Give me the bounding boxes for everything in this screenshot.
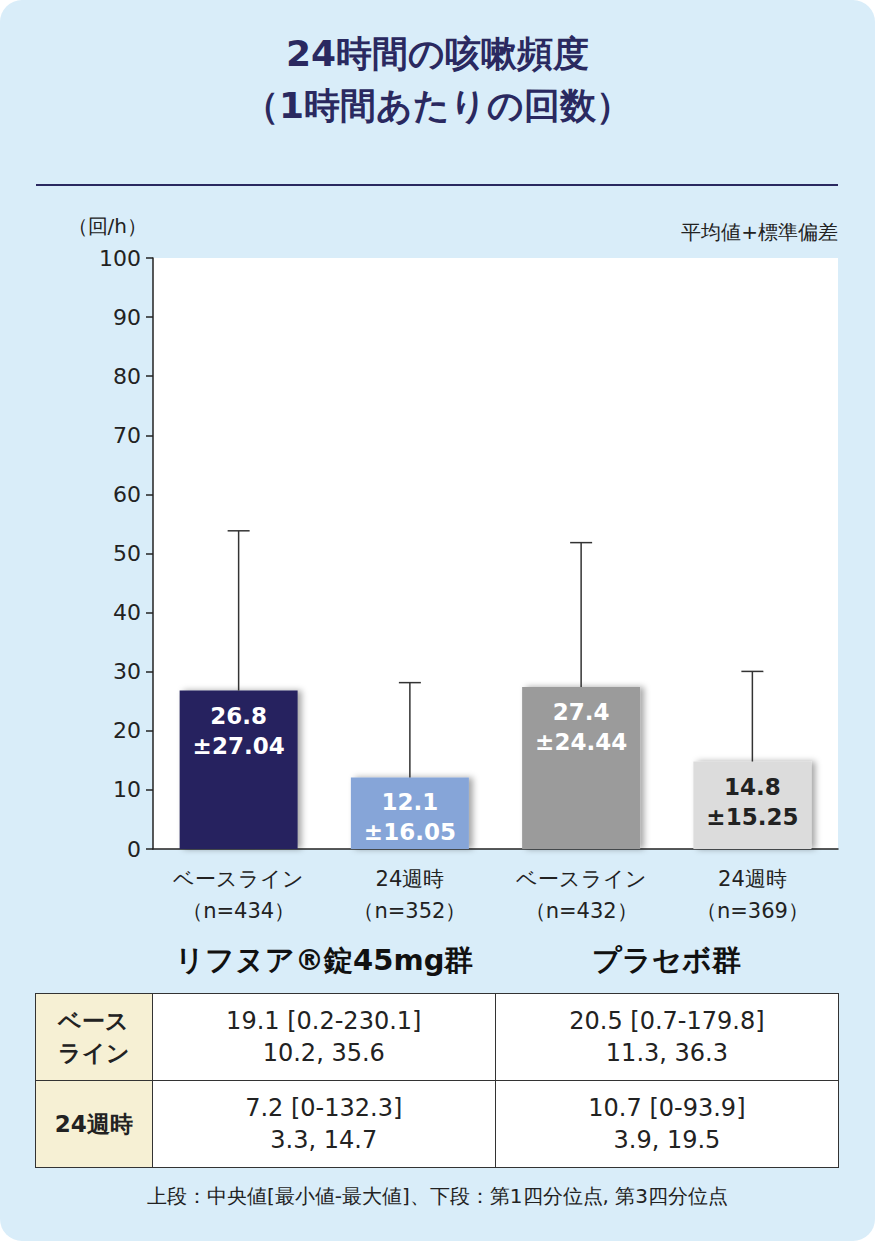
html-text:（1時間あたりの回数）: （1時間あたりの回数） <box>243 85 632 126</box>
svg-text:100: 100 <box>99 246 141 271</box>
svg-text:14.8: 14.8 <box>724 774 781 800</box>
svg-text:60: 60 <box>113 482 141 507</box>
svg-text:（n=369）: （n=369） <box>696 899 809 923</box>
svg-text:平均値+標準偏差: 平均値+標準偏差 <box>681 220 838 244</box>
svg-text:±15.25: ±15.25 <box>706 804 798 830</box>
svg-text:24週時: 24週時 <box>718 867 787 891</box>
svg-text:10: 10 <box>113 777 141 802</box>
svg-text:24週時: 24週時 <box>376 867 445 891</box>
html-text:10.7 [0-93.9] 3.9, 19.5: 10.7 [0-93.9] 3.9, 19.5 <box>588 1094 746 1154</box>
svg-text:ベースライン: ベースライン <box>173 867 304 891</box>
svg-text:（n=434）: （n=434） <box>182 899 295 923</box>
svg-text:30: 30 <box>113 659 141 684</box>
svg-text:（回/h）: （回/h） <box>68 214 147 238</box>
html-text:24時間の咳嗽頻度: 24時間の咳嗽頻度 <box>285 33 589 74</box>
svg-text:±27.04: ±27.04 <box>193 733 285 759</box>
svg-text:50: 50 <box>113 541 141 566</box>
html-text:上段：中央値[最小値-最大値]、下段：第1四分位点, 第3四: 上段：中央値[最小値-最大値]、下段：第1四分位点, 第3四分位点 <box>147 1184 728 1208</box>
html-text:7.2 [0-132.3] 3.3, 14.7: 7.2 [0-132.3] 3.3, 14.7 <box>245 1094 403 1154</box>
svg-text:40: 40 <box>113 600 141 625</box>
svg-text:70: 70 <box>113 423 141 448</box>
svg-text:±16.05: ±16.05 <box>364 819 456 845</box>
html-text:ベース ライン: ベース ライン <box>57 1008 130 1066</box>
svg-text:リフヌア®錠45mg群: リフヌア®錠45mg群 <box>175 943 473 977</box>
svg-text:ベースライン: ベースライン <box>516 867 647 891</box>
html-text:19.1 [0.2-230.1] 10.2, 35.6: 19.1 [0.2-230.1] 10.2, 35.6 <box>226 1007 422 1067</box>
svg-text:20: 20 <box>113 718 141 743</box>
svg-text:±24.44: ±24.44 <box>535 729 627 755</box>
svg-text:0: 0 <box>127 837 141 862</box>
svg-text:12.1: 12.1 <box>382 789 439 815</box>
svg-text:プラセボ群: プラセボ群 <box>592 943 741 977</box>
svg-text:27.4: 27.4 <box>553 699 610 725</box>
html-text:20.5 [0.7-179.8] 11.3, 36.3: 20.5 [0.7-179.8] 11.3, 36.3 <box>569 1007 765 1067</box>
html-text:24週時: 24週時 <box>54 1111 133 1137</box>
svg-text:（n=432）: （n=432） <box>525 899 638 923</box>
svg-text:90: 90 <box>113 305 141 330</box>
svg-text:（n=352）: （n=352） <box>353 899 466 923</box>
svg-text:80: 80 <box>113 364 141 389</box>
svg-text:26.8: 26.8 <box>210 703 267 729</box>
